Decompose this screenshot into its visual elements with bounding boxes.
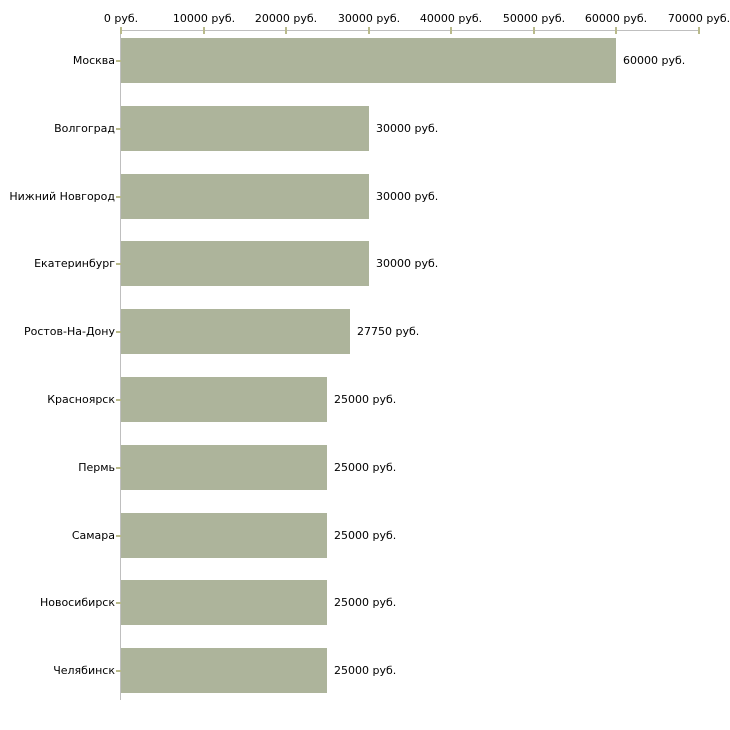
bar — [121, 241, 369, 286]
category-label: Пермь — [78, 461, 115, 474]
y-axis-line — [120, 30, 121, 700]
category-label: Челябинск — [53, 664, 115, 677]
bar — [121, 174, 369, 219]
category-label: Екатеринбург — [34, 257, 115, 270]
bar — [121, 648, 327, 693]
x-axis-tick-label: 20000 руб. — [254, 12, 318, 25]
bar — [121, 106, 369, 151]
value-label: 27750 руб. — [357, 325, 420, 338]
value-label: 25000 руб. — [334, 461, 397, 474]
category-tick — [116, 670, 121, 672]
category-label: Волгоград — [54, 122, 115, 135]
x-axis-tick — [285, 27, 287, 34]
bar — [121, 377, 327, 422]
value-label: 25000 руб. — [334, 393, 397, 406]
category-tick — [116, 535, 121, 537]
x-axis-tick — [203, 27, 205, 34]
category-tick — [116, 128, 121, 130]
x-axis-tick-label: 10000 руб. — [172, 12, 236, 25]
x-axis-tick-label: 40000 руб. — [419, 12, 483, 25]
bar — [121, 309, 350, 354]
value-label: 60000 руб. — [623, 54, 686, 67]
category-tick — [116, 602, 121, 604]
x-axis-tick-label: 70000 руб. — [667, 12, 730, 25]
x-axis-tick-label: 60000 руб. — [584, 12, 648, 25]
category-tick — [116, 60, 121, 62]
bar — [121, 513, 327, 558]
x-axis-tick-label: 30000 руб. — [337, 12, 401, 25]
x-axis-tick-label: 0 руб. — [103, 12, 139, 25]
category-label: Самара — [71, 529, 115, 542]
category-label: Нижний Новгород — [9, 190, 115, 203]
bar — [121, 580, 327, 625]
value-label: 25000 руб. — [334, 664, 397, 677]
category-tick — [116, 263, 121, 265]
value-label: 30000 руб. — [376, 122, 439, 135]
category-tick — [116, 331, 121, 333]
x-axis-tick-label: 50000 руб. — [502, 12, 566, 25]
category-label: Красноярск — [47, 393, 115, 406]
category-label: Москва — [72, 54, 115, 67]
category-tick — [116, 467, 121, 469]
category-tick — [116, 399, 121, 401]
value-label: 30000 руб. — [376, 257, 439, 270]
category-label: Новосибирск — [39, 596, 115, 609]
x-axis-tick — [120, 27, 122, 34]
value-label: 30000 руб. — [376, 190, 439, 203]
category-label: Ростов-На-Дону — [23, 325, 115, 338]
category-tick — [116, 196, 121, 198]
x-axis-tick — [533, 27, 535, 34]
x-axis-tick — [615, 27, 617, 34]
value-label: 25000 руб. — [334, 596, 397, 609]
x-axis-tick — [698, 27, 700, 34]
bar — [121, 38, 616, 83]
x-axis-line — [120, 30, 699, 31]
x-axis-tick — [450, 27, 452, 34]
x-axis-tick — [368, 27, 370, 34]
value-label: 25000 руб. — [334, 529, 397, 542]
bar — [121, 445, 327, 490]
